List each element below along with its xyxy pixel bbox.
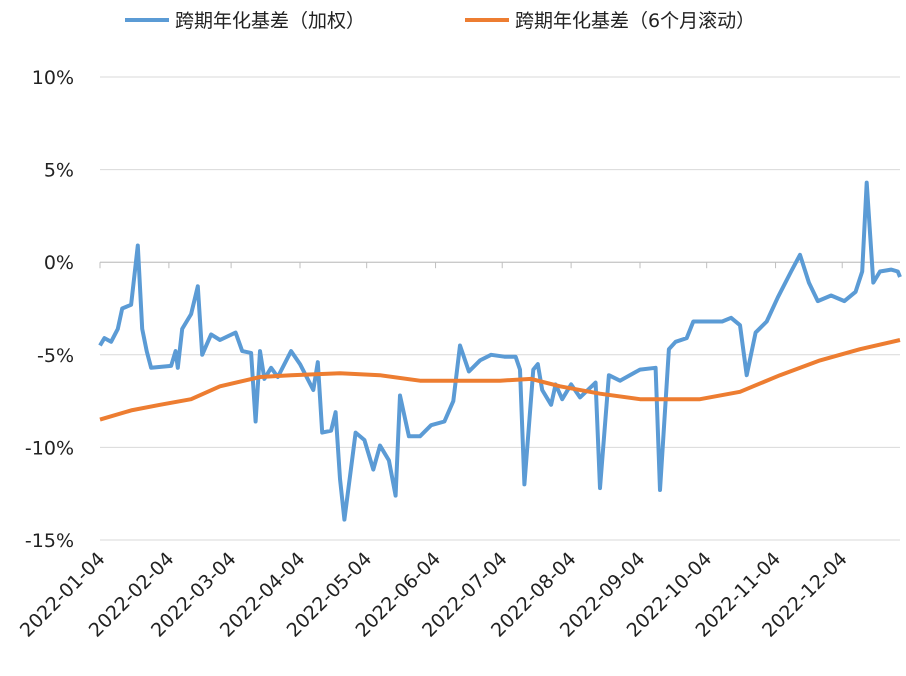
y-tick-label: 10% [32,67,74,89]
y-tick-label: 5% [44,160,74,182]
y-tick-label: -15% [25,530,74,552]
y-tick-label: -10% [25,437,74,459]
legend-label: 跨期年化基差（6个月滚动） [515,10,755,32]
y-tick-label: 0% [44,252,74,274]
series-line [98,180,902,522]
legend-label: 跨期年化基差（加权） [175,10,365,32]
y-tick-label: -5% [37,345,74,367]
series-line [99,338,901,422]
